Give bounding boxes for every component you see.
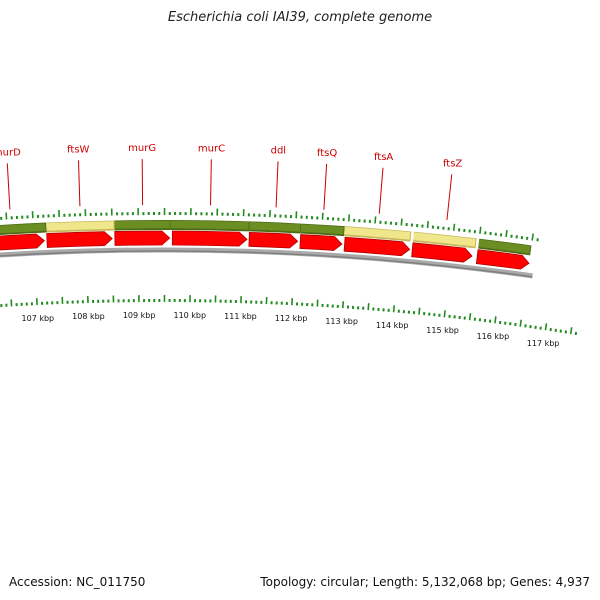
gene-segment-ddl (249, 222, 301, 232)
gene-label-ftsQ: ftsQ (317, 148, 337, 159)
cds-arrow (46, 231, 113, 248)
gene-segment-ftsW (46, 221, 114, 231)
scale-label: 113 kbp (325, 317, 358, 326)
cds-arrow (343, 236, 411, 257)
gene-label-layer: mraYmurDftsWmurGmurCddlftsQftsAftsZ (0, 143, 462, 221)
scale-label: 109 kbp (123, 311, 156, 320)
outer-tick (479, 226, 482, 234)
backbone-track (0, 247, 533, 279)
gene-segment-ftsZ (413, 232, 476, 247)
scale-label: 116 kbp (477, 332, 510, 341)
gene-leader-line (275, 161, 279, 208)
genome-summary-text: Topology: circular; Length: 5,132,068 bp… (260, 575, 590, 589)
gene-label-ftsW: ftsW (67, 144, 89, 155)
gene-leader-line (378, 167, 384, 214)
gene-leader-line (446, 174, 453, 221)
scale-tick (494, 316, 497, 324)
scale-label: 110 kbp (173, 311, 206, 320)
outer-tick-track (0, 207, 539, 242)
scale-label: 108 kbp (72, 312, 105, 321)
outer-tick (426, 221, 430, 229)
gene-label-murD: murD (0, 147, 21, 158)
cds-arrow (411, 242, 473, 263)
scale-tick (418, 307, 421, 315)
scale-tick (443, 310, 446, 318)
gene-segment-murD (0, 223, 46, 234)
cds-arrow (0, 233, 45, 251)
gene-segment-ftsQ (300, 224, 344, 235)
gene-label-murC: murC (198, 143, 225, 154)
outer-tick (531, 233, 534, 241)
cds-arrow (299, 234, 343, 251)
gene-label-ftsZ: ftsZ (443, 158, 462, 169)
scale-tick (569, 327, 573, 335)
scale-label: 111 kbp (224, 312, 257, 321)
gene-leader-line (210, 159, 212, 206)
scale-tick (468, 313, 472, 321)
kbp-scale: 107 kbp 108 kbp 109 kbp 110 kbp 111 kbp 112 k… (0, 294, 578, 348)
scale-label: 107 kbp (22, 314, 55, 323)
cds-arrow (114, 230, 171, 246)
gene-label-murG: murG (128, 143, 156, 154)
gene-segment (478, 239, 531, 254)
gene-segment-murC (170, 220, 249, 230)
cds-track (0, 230, 530, 270)
scale-tick (392, 305, 396, 313)
gene-leader-line (323, 163, 328, 210)
gene-leader-line (6, 163, 11, 210)
scale-label: 117 kbp (527, 339, 560, 348)
cds-arrow (475, 249, 530, 270)
scale-tick (544, 323, 548, 331)
scale-label: 112 kbp (275, 314, 308, 323)
gene-segment-ftsA (344, 226, 411, 240)
outer-tick (505, 229, 508, 238)
gene-label-ddl: ddl (271, 145, 286, 156)
cds-arrow (248, 231, 299, 249)
outer-tick (452, 223, 456, 231)
scale-tick (519, 319, 522, 327)
accession-text: Accession: NC_011750 (9, 575, 146, 589)
backbone-line (0, 247, 533, 279)
gene-label-ftsA: ftsA (374, 152, 393, 163)
gene-track (0, 220, 532, 256)
gene-leader-line (77, 160, 81, 207)
outer-tick (400, 218, 403, 226)
map-title: Escherichia coli IAI39, complete genome (167, 10, 433, 25)
cds-arrow (171, 230, 248, 247)
outer-tick (374, 216, 377, 224)
scale-tick (367, 303, 370, 311)
scale-label: 114 kbp (376, 321, 409, 330)
backbone-shadow (0, 250, 533, 278)
scale-label: 115 kbp (426, 326, 459, 335)
